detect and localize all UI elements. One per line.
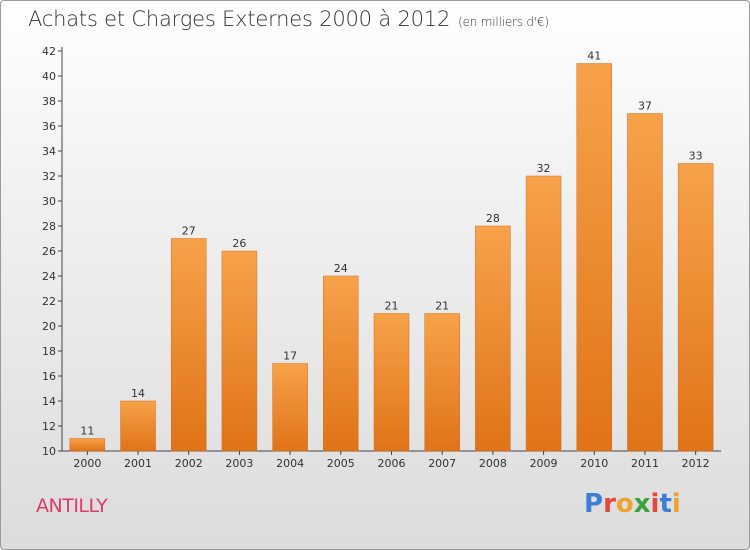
- x-tick-label: 2011: [631, 457, 659, 470]
- logo-letter: x: [633, 489, 651, 519]
- y-tick-label: 26: [42, 245, 56, 258]
- x-tick-label: 2010: [580, 457, 608, 470]
- bar: [576, 63, 613, 452]
- y-tick-label: 34: [42, 145, 56, 158]
- city-name: ANTILLY: [36, 495, 108, 517]
- proxiti-logo[interactable]: Proxiti: [584, 489, 681, 519]
- y-tick-label: 18: [42, 345, 56, 358]
- y-tick-label: 38: [42, 95, 56, 108]
- y-tick-label: 24: [42, 270, 56, 283]
- chart-title: Achats et Charges Externes 2000 à 2012 (e…: [28, 7, 549, 31]
- bar: [221, 250, 258, 452]
- y-tick-label: 40: [42, 70, 56, 83]
- x-tick-label: 2004: [276, 457, 304, 470]
- chart-subtitle: (en milliers d'€): [458, 15, 549, 29]
- logo-letter: o: [615, 489, 634, 519]
- bar: [475, 225, 511, 452]
- logo-letter: i: [671, 489, 681, 519]
- x-tick-label: 2002: [175, 457, 203, 470]
- x-tick-label: 2009: [530, 457, 558, 470]
- y-tick-label: 30: [42, 195, 56, 208]
- y-tick-label: 14: [42, 395, 56, 408]
- x-tick-label: 2000: [73, 457, 101, 470]
- y-tick-label: 16: [42, 370, 56, 383]
- y-tick-label: 32: [42, 170, 56, 183]
- y-tick-label: 10: [42, 445, 56, 458]
- bar: [170, 238, 207, 452]
- data-label: 21: [435, 300, 449, 313]
- data-label: 28: [486, 212, 500, 225]
- bar: [272, 363, 308, 452]
- bar: [677, 163, 714, 452]
- x-tick-label: 2005: [327, 457, 355, 470]
- logo-letter: r: [603, 489, 616, 519]
- bar: [627, 113, 663, 452]
- data-label: 26: [232, 237, 246, 250]
- bar: [69, 438, 106, 452]
- x-tick-label: 2006: [378, 457, 406, 470]
- data-label: 17: [283, 350, 297, 363]
- y-tick-label: 42: [42, 45, 56, 58]
- logo-letter: P: [584, 489, 604, 519]
- x-tick-label: 2001: [124, 457, 152, 470]
- data-label: 37: [638, 100, 652, 113]
- y-tick-label: 20: [42, 320, 56, 333]
- data-label: 32: [537, 162, 551, 175]
- y-tick-label: 36: [42, 120, 56, 133]
- data-label: 14: [131, 387, 145, 400]
- x-tick-label: 2007: [428, 457, 456, 470]
- bar: [525, 175, 562, 452]
- bar: [323, 275, 359, 452]
- data-label: 27: [182, 225, 196, 238]
- y-tick-label: 28: [42, 220, 56, 233]
- logo-letter: i: [650, 489, 660, 519]
- bar: [120, 400, 156, 452]
- data-label: 11: [80, 425, 94, 438]
- logo-letter: t: [659, 489, 672, 519]
- data-label: 24: [334, 262, 348, 275]
- x-tick-label: 2008: [479, 457, 507, 470]
- x-tick-label: 2003: [225, 457, 253, 470]
- data-label: 21: [385, 300, 399, 313]
- y-tick-label: 12: [42, 420, 56, 433]
- y-tick-label: 22: [42, 295, 56, 308]
- bar: [373, 313, 410, 452]
- data-label: 41: [587, 50, 601, 63]
- data-label: 33: [689, 150, 703, 163]
- chart-title-text: Achats et Charges Externes 2000 à 2012: [28, 7, 451, 31]
- bar: [424, 313, 460, 452]
- x-tick-label: 2012: [682, 457, 710, 470]
